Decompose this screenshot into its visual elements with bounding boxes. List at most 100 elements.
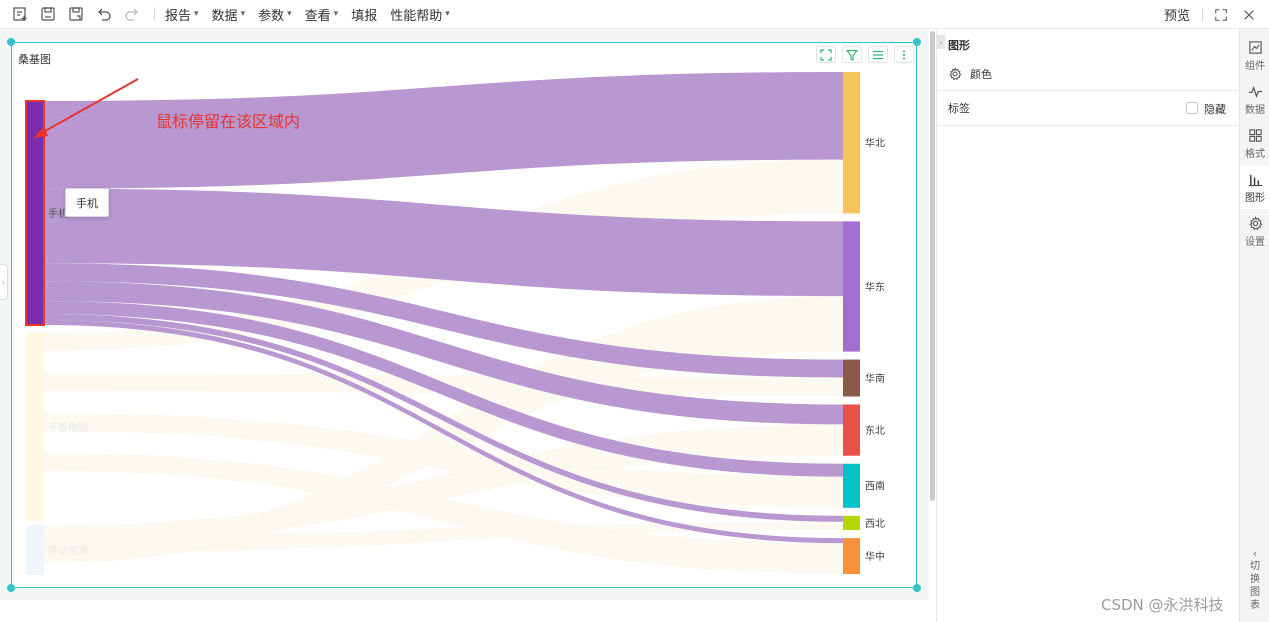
target-node-华中[interactable]	[843, 538, 860, 574]
tab-component[interactable]: 组件	[1240, 33, 1269, 77]
switch-chart-char: 切	[1250, 561, 1260, 572]
fullscreen-icon[interactable]	[1213, 7, 1229, 23]
tab-component-label: 组件	[1245, 61, 1265, 72]
menu-params[interactable]: 参数 ▾	[258, 8, 292, 24]
tab-settings-label: 设置	[1245, 237, 1265, 248]
toolbar-right: 预览	[1164, 0, 1269, 29]
resize-handle-bottom-right[interactable]	[913, 584, 921, 592]
target-node-label[interactable]: 东北	[865, 424, 885, 437]
label-setting-label: 标签	[948, 102, 970, 115]
source-node-3[interactable]	[26, 525, 44, 575]
target-node-东北[interactable]	[843, 404, 860, 456]
list-icon[interactable]	[868, 46, 888, 63]
settings-icon	[1248, 216, 1262, 231]
tab-data-label: 数据	[1245, 105, 1265, 116]
top-toolbar: 报告 ▾ 数据 ▾ 参数 ▾ 查看 ▾ 填报 性能帮助 ▾ 预览	[0, 0, 1269, 29]
resize-handle-top-left[interactable]	[7, 38, 15, 46]
left-panel-toggle[interactable]: ›	[0, 264, 8, 300]
panel-collapse-toggle[interactable]: ›	[937, 35, 945, 49]
target-node-西北[interactable]	[843, 515, 860, 531]
preview-button[interactable]: 预览	[1163, 9, 1190, 24]
target-node-label[interactable]: 西北	[865, 518, 885, 530]
annotation-arrow-head[interactable]	[34, 126, 48, 138]
chevron-left-icon: ‹	[1252, 547, 1258, 560]
chevron-down-icon: ▾	[287, 9, 292, 19]
sankey-link-西南[interactable]	[44, 301, 843, 477]
red-annotation-text: 鼠标停留在该区域内	[156, 112, 301, 131]
label-setting-row: 标签 隐藏	[937, 91, 1240, 126]
panel-title: 图形	[948, 39, 970, 52]
source-node-2[interactable]	[26, 333, 44, 521]
target-node-华东[interactable]	[843, 221, 860, 352]
chevron-down-icon: ▾	[240, 9, 246, 19]
tab-settings[interactable]: 设置	[1240, 209, 1269, 253]
redo-icon[interactable]	[124, 6, 140, 22]
toolbar-divider	[1202, 7, 1203, 22]
sankey-link-西北[interactable]	[44, 314, 843, 522]
format-icon	[1248, 129, 1262, 142]
target-node-华北[interactable]	[843, 72, 860, 214]
chart-tooltip: 手机	[65, 188, 109, 217]
close-icon[interactable]	[1241, 7, 1257, 23]
target-node-华南[interactable]	[843, 359, 860, 397]
widget-toolbar	[816, 46, 914, 63]
color-setting-row[interactable]: 颜色	[937, 57, 1240, 91]
filter-icon[interactable]	[842, 46, 862, 63]
source-node-label[interactable]: 手机	[48, 207, 68, 220]
menu-view[interactable]: 查看 ▾	[304, 8, 339, 24]
annotation-arrow	[34, 78, 139, 138]
canvas-bottom-strip	[0, 600, 929, 622]
config-panel: › 图形 颜色 标签 隐藏	[936, 29, 1240, 622]
target-node-label[interactable]: 华东	[865, 281, 885, 294]
switch-chart-char: 换	[1250, 574, 1260, 585]
gear-icon[interactable]	[948, 66, 962, 81]
tab-chart[interactable]: 图形	[1240, 165, 1269, 209]
sankey-link-华东[interactable]	[44, 188, 843, 297]
sankey-link-东北[interactable]	[44, 281, 843, 425]
resize-handle-bottom-left[interactable]	[7, 584, 15, 592]
expand-icon[interactable]	[816, 46, 836, 63]
sankey-widget[interactable]: 桑基图 平板电脑 移动电源 手机 华北 华东 华南 东北 西南 西北 华中 手机 鼠标停留在该区域…	[11, 42, 917, 588]
menu-fill[interactable]: 填报	[351, 8, 378, 24]
target-node-西南[interactable]	[843, 463, 860, 508]
sankey-link-华中[interactable]	[44, 320, 843, 544]
chevron-down-icon: ▾	[333, 9, 339, 19]
data-icon	[1248, 85, 1262, 98]
more-icon[interactable]	[894, 46, 914, 63]
sankey-link-华北[interactable]	[44, 72, 843, 189]
resize-handle-top-right[interactable]	[913, 38, 921, 46]
hide-label-checkbox[interactable]	[1186, 102, 1198, 114]
save-icon[interactable]	[40, 6, 56, 22]
faded-link[interactable]	[44, 453, 843, 574]
tab-data[interactable]: 数据	[1240, 77, 1269, 121]
target-node-label[interactable]: 华中	[865, 550, 885, 563]
source-node-label[interactable]: 平板电脑	[48, 421, 88, 434]
faded-link[interactable]	[44, 413, 843, 508]
switch-chart-char: 图	[1250, 587, 1260, 598]
annotation-arrow-line[interactable]	[37, 78, 139, 136]
target-node-label[interactable]: 华北	[865, 137, 885, 150]
source-node-phone[interactable]	[25, 100, 45, 326]
target-node-label[interactable]: 西南	[865, 480, 885, 493]
menu-data[interactable]: 数据 ▾	[211, 8, 246, 24]
component-icon	[1248, 41, 1262, 54]
canvas-scrollbar[interactable]	[929, 29, 936, 622]
tab-format[interactable]: 格式	[1240, 121, 1269, 165]
faded-link[interactable]	[44, 521, 843, 553]
save-as-icon[interactable]	[68, 6, 84, 22]
color-setting-label: 颜色	[970, 67, 992, 81]
switch-chart-button[interactable]: ‹ 切 换 图 表	[1240, 547, 1269, 612]
menu-report[interactable]: 报告 ▾	[165, 8, 199, 24]
undo-icon[interactable]	[96, 6, 112, 22]
menu-performance-help[interactable]: 性能帮助 ▾	[390, 8, 450, 24]
new-report-icon[interactable]	[12, 6, 28, 22]
switch-chart-char: 表	[1250, 600, 1260, 611]
toolbar-divider	[154, 7, 155, 21]
source-node-label[interactable]: 移动电源	[48, 544, 88, 557]
scrollbar-thumb[interactable]	[930, 31, 935, 501]
target-node-label[interactable]: 华南	[865, 372, 885, 385]
sankey-link-华南[interactable]	[44, 263, 843, 378]
chart-icon	[1248, 174, 1262, 187]
